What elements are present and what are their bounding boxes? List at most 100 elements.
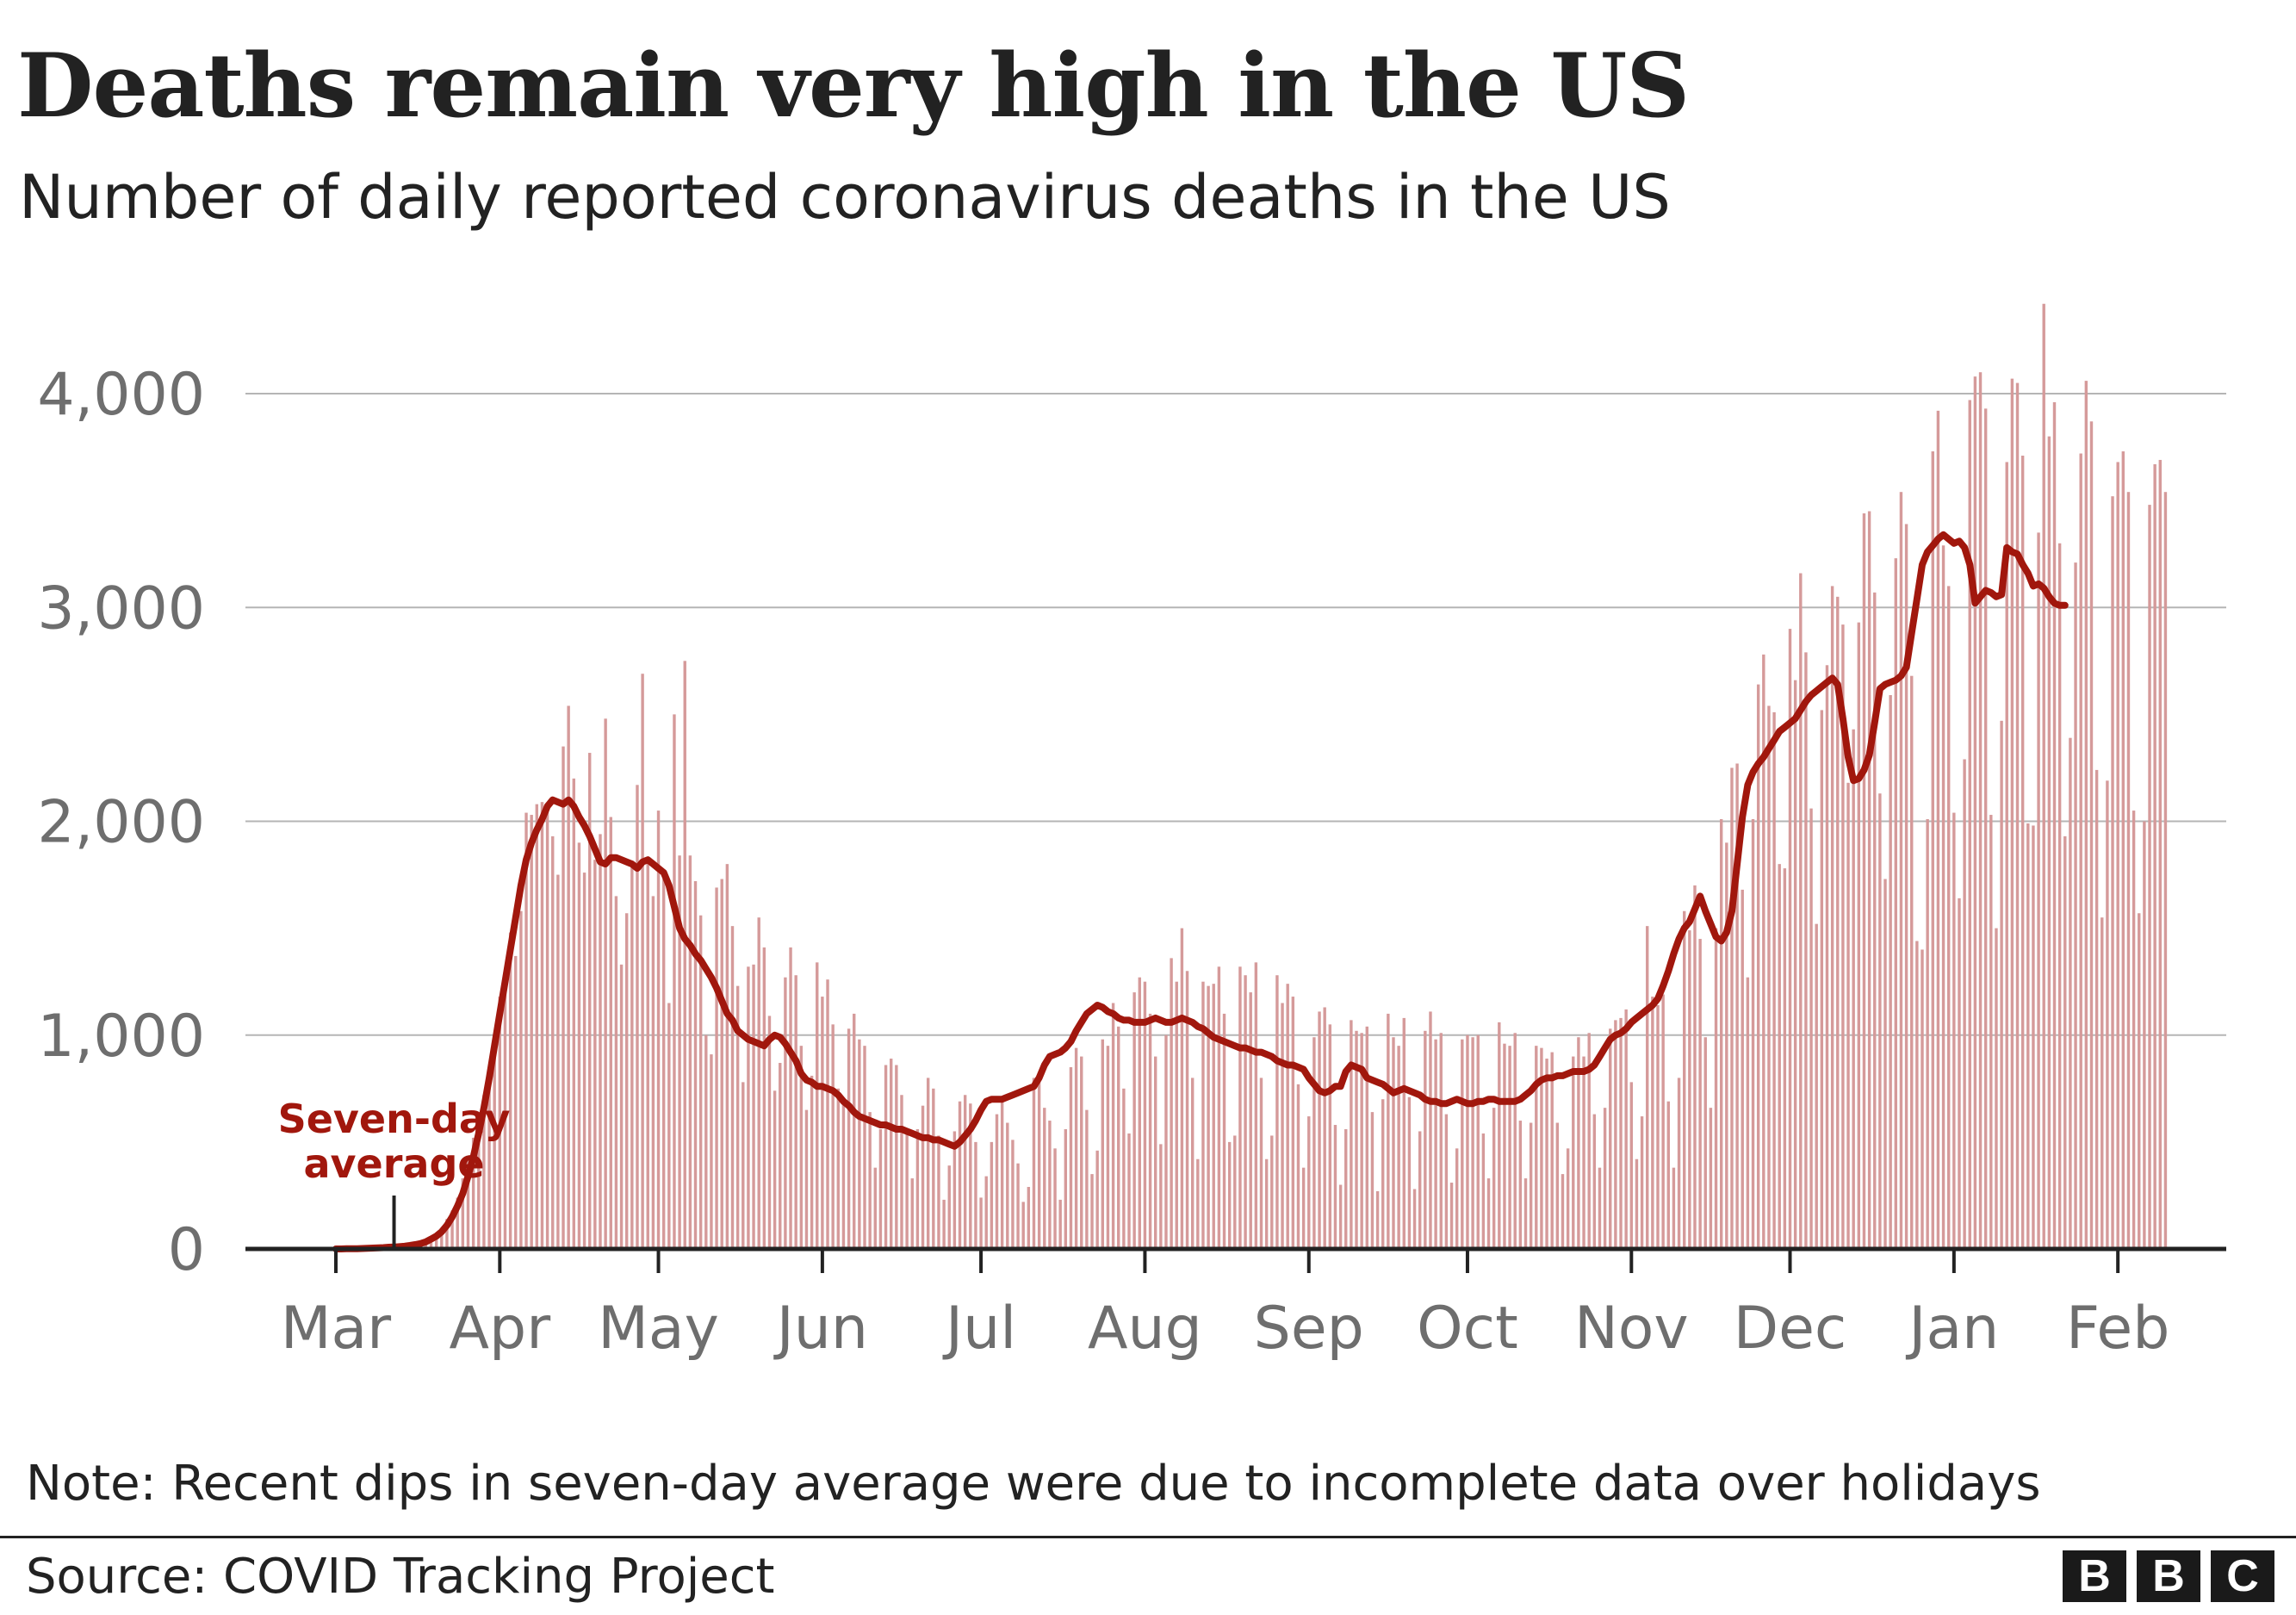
daily-deaths-bar [1233, 1135, 1236, 1249]
chart-note: Note: Recent dips in seven-day average w… [26, 1456, 2041, 1512]
daily-deaths-bar [731, 926, 734, 1249]
daily-deaths-bar [890, 1059, 892, 1249]
daily-deaths-bar [1482, 1134, 1485, 1249]
daily-deaths-bar [1455, 1148, 1458, 1249]
daily-deaths-bar [1471, 1037, 1474, 1249]
daily-deaths-bar [2043, 304, 2045, 1249]
daily-deaths-bar [694, 881, 697, 1249]
daily-deaths-bar [1381, 1099, 1384, 1249]
daily-deaths-bar [1667, 1102, 1670, 1249]
daily-deaths-bar [1710, 1108, 1712, 1249]
daily-deaths-bar [1910, 676, 1913, 1249]
daily-deaths-bar [684, 661, 686, 1249]
daily-deaths-bar [1418, 1131, 1421, 1249]
daily-deaths-bar [752, 965, 754, 1249]
y-tick-label: 4,000 [37, 361, 205, 429]
daily-deaths-bar [1784, 868, 1786, 1249]
daily-deaths-bar [1392, 1037, 1394, 1249]
daily-deaths-bar [1778, 864, 1781, 1249]
daily-deaths-bar [1397, 1046, 1399, 1249]
daily-deaths-bar [1969, 400, 1971, 1249]
daily-deaths-bar [1809, 809, 1812, 1249]
daily-deaths-bar [1080, 1057, 1083, 1249]
daily-deaths-bar [1001, 1102, 1003, 1249]
daily-deaths-bar [1090, 1174, 1093, 1249]
bbc-logo-letter-b2: B [2137, 1550, 2200, 1602]
daily-deaths-bar [1048, 1121, 1051, 1249]
daily-deaths-bar [816, 962, 818, 1249]
daily-deaths-bar [610, 817, 612, 1249]
daily-deaths-bar [996, 1115, 998, 1249]
bbc-logo-letter-b1: B [2063, 1550, 2126, 1602]
daily-deaths-bar [1545, 1059, 1548, 1249]
daily-deaths-bar [1609, 1028, 1611, 1249]
daily-deaths-bar [2011, 379, 2014, 1249]
daily-deaths-bar [2101, 917, 2103, 1249]
daily-deaths-bar [932, 1089, 934, 1249]
daily-deaths-bar [821, 997, 823, 1249]
daily-deaths-bar [905, 1129, 908, 1249]
daily-deaths-bar [1619, 1018, 1622, 1249]
daily-deaths-bar [1461, 1040, 1463, 1249]
seven-day-average-annotation: Seven-day average [278, 1096, 511, 1249]
daily-deaths-bar [641, 674, 643, 1249]
daily-deaths-bar [551, 836, 554, 1249]
y-tick-label: 0 [168, 1216, 205, 1284]
daily-deaths-bar [573, 779, 575, 1249]
daily-deaths-bar [647, 860, 649, 1249]
daily-deaths-bar [1429, 1011, 1431, 1249]
daily-deaths-bar [1883, 879, 1886, 1249]
daily-deaths-bar [2048, 437, 2051, 1249]
daily-deaths-bar [1492, 1108, 1495, 1249]
daily-deaths-bar [884, 1065, 887, 1250]
daily-deaths-bar [1656, 1005, 1659, 1249]
daily-deaths-bar [1641, 1116, 1643, 1249]
daily-deaths-bar [2122, 451, 2125, 1249]
daily-deaths-bar [583, 873, 586, 1249]
daily-deaths-bar [789, 947, 791, 1249]
daily-deaths-bars [345, 304, 2168, 1249]
daily-deaths-bar [1503, 1044, 1505, 1249]
daily-deaths-bar [1350, 1020, 1352, 1249]
daily-deaths-bar [1127, 1134, 1130, 1249]
daily-deaths-bar [2053, 402, 2056, 1249]
daily-deaths-bar [985, 1177, 988, 1249]
daily-deaths-bar [1747, 978, 1749, 1249]
daily-deaths-bar [1561, 1174, 1564, 1249]
daily-deaths-bar [1752, 819, 1754, 1249]
y-tick-label: 2,000 [37, 789, 205, 857]
daily-deaths-bar [2000, 721, 2002, 1249]
daily-deaths-bar [536, 804, 538, 1249]
daily-deaths-bar [1915, 941, 1918, 1249]
daily-deaths-bar [826, 979, 828, 1249]
daily-deaths-bar [567, 705, 569, 1249]
daily-deaths-bar [959, 1102, 961, 1249]
daily-deaths-bar [1312, 1037, 1315, 1249]
daily-deaths-bar [689, 855, 692, 1249]
daily-deaths-bar [1720, 819, 1722, 1249]
daily-deaths-bar [1984, 408, 1987, 1249]
daily-deaths-bar [562, 747, 564, 1249]
daily-deaths-bar [1371, 1112, 1374, 1249]
daily-deaths-bar [1614, 1020, 1617, 1249]
daily-deaths-bar [1334, 1125, 1337, 1249]
daily-deaths-bar [1323, 1007, 1325, 1249]
daily-deaths-bar [1344, 1129, 1347, 1249]
daily-deaths-bar [1963, 760, 1965, 1249]
daily-deaths-bar [1270, 1135, 1273, 1249]
daily-deaths-bar [1688, 930, 1691, 1249]
daily-deaths-bar [1450, 1183, 1453, 1249]
x-axis [245, 1249, 2226, 1273]
daily-deaths-bar [1006, 1123, 1008, 1249]
daily-deaths-bar [937, 1135, 940, 1249]
daily-deaths-bar [1213, 984, 1215, 1249]
daily-deaths-bar [1022, 1202, 1025, 1249]
daily-deaths-bar [1207, 986, 1209, 1249]
daily-deaths-bar [863, 1046, 866, 1249]
daily-deaths-bar [1498, 1022, 1500, 1249]
daily-deaths-bar [916, 1129, 919, 1249]
x-tick-label: Feb [2066, 1295, 2169, 1363]
daily-deaths-bar [1101, 1040, 1104, 1249]
daily-deaths-bar [1070, 1067, 1072, 1249]
daily-deaths-bar [1191, 1078, 1194, 1249]
